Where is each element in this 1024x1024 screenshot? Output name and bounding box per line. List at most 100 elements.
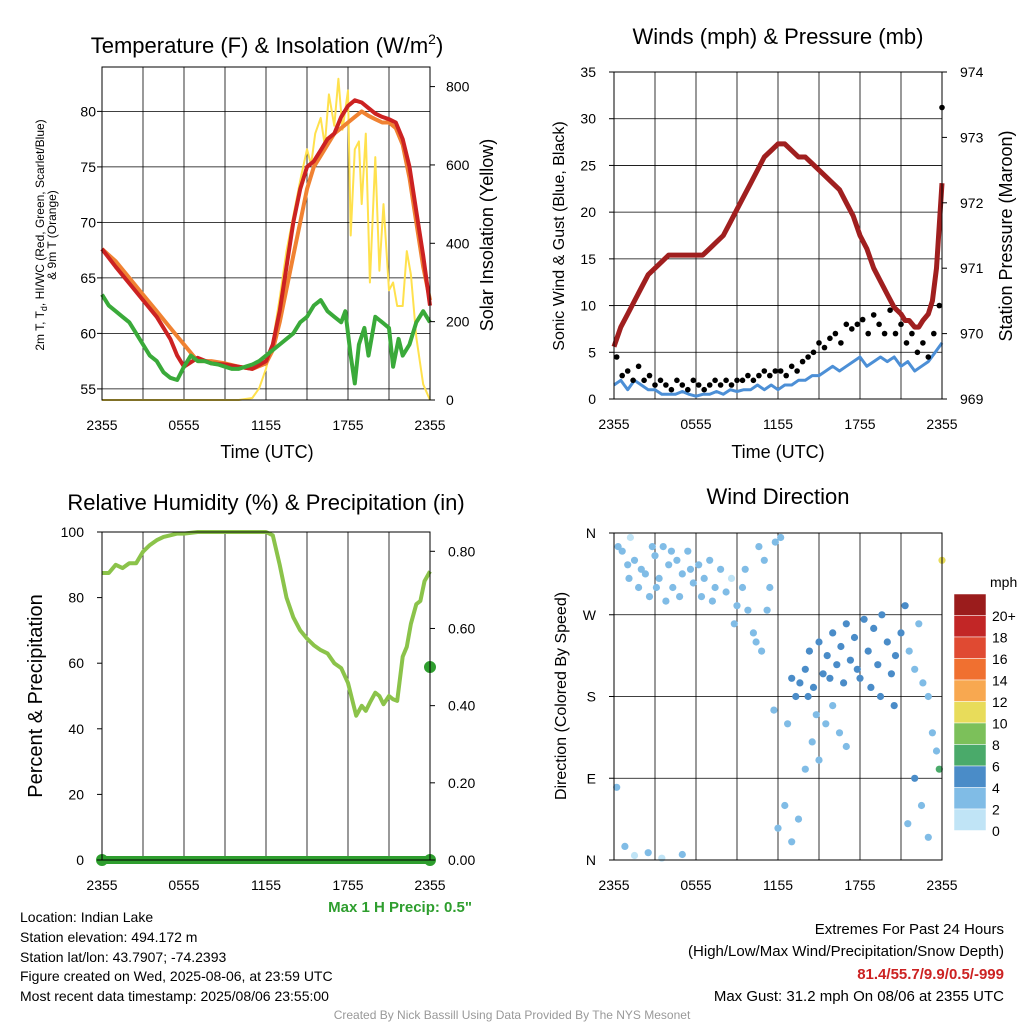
gust-point — [870, 312, 877, 318]
direction-point — [630, 851, 639, 860]
direction-point — [829, 629, 837, 637]
direction-point — [781, 801, 789, 810]
gust-point — [641, 377, 647, 384]
wind-xtick-label: 0555 — [680, 416, 711, 432]
extremes-title: Extremes For Past 24 Hours — [815, 921, 1004, 938]
direction-point — [651, 552, 659, 560]
wind-ytick-right-label: 970 — [960, 326, 984, 342]
credit-line: Created By Nick Bassill Using Data Provi… — [334, 1008, 691, 1022]
humidity-ticks: 0 20 40 60 80 100 0.00 0.20 0.40 0.60 0.80 2355 0555… — [61, 524, 476, 893]
gust-point — [734, 377, 740, 384]
direction-point — [842, 742, 850, 751]
direction-point — [706, 556, 714, 564]
wind-xtick-label: 1155 — [763, 416, 793, 432]
direction-point — [645, 593, 654, 601]
direction-point — [822, 720, 830, 728]
pressure-line — [611, 141, 945, 348]
rh-ytick-right-label: 0.40 — [448, 698, 475, 714]
extremes-block: Extremes For Past 24 Hours (High/Low/Max… — [688, 921, 1004, 1005]
legend-label: 12 — [992, 694, 1008, 710]
gust-point — [712, 377, 718, 384]
gust-point — [936, 302, 943, 309]
temp-xtick-label: 0555 — [168, 417, 199, 433]
gust-point — [652, 382, 658, 388]
legend-swatch — [953, 679, 987, 702]
direction-point — [763, 606, 771, 614]
direction-point — [614, 543, 622, 551]
temp-xtick-label: 2355 — [414, 417, 445, 433]
gust-point — [843, 321, 850, 328]
direction-point — [904, 820, 912, 828]
temperature-ylabel-left-1: 2m T, Td, HI/WC (Red, Green, Scarlet/Blu… — [33, 119, 49, 350]
direction-point — [794, 815, 803, 823]
direction-point — [738, 583, 747, 592]
legend-label: 4 — [992, 780, 1000, 796]
dir-xtick-label: 1155 — [763, 877, 793, 893]
wind-xtick-label: 1755 — [844, 416, 875, 432]
direction-point — [833, 661, 841, 669]
direction-point — [673, 556, 681, 564]
direction-point — [823, 652, 831, 660]
rh-xtick-label: 2355 — [86, 877, 117, 893]
direction-point — [652, 583, 661, 592]
dir-xtick-label: 1755 — [844, 877, 875, 893]
direction-point — [771, 538, 779, 546]
legend-swatch — [953, 765, 987, 788]
direction-point — [717, 565, 725, 573]
direction-point — [815, 638, 823, 646]
direction-point — [669, 583, 677, 592]
direction-point — [911, 665, 919, 673]
direction-point — [749, 629, 758, 637]
gust-point — [723, 377, 729, 384]
rh-xtick-label: 0555 — [168, 877, 199, 893]
rh-xtick-label: 1155 — [251, 877, 281, 893]
humidity-panel: Relative Humidity (%) & Precipitation (i… — [25, 490, 475, 916]
wind-xtick-label: 2355 — [926, 416, 957, 432]
gust-point — [920, 340, 926, 346]
rh-ytick-label: 40 — [68, 721, 84, 737]
direction-point — [876, 692, 885, 701]
gust-point — [701, 386, 707, 393]
wind-ytick-right-label: 971 — [960, 260, 984, 276]
direction-point — [809, 683, 818, 692]
direction-point — [744, 606, 752, 614]
direction-point — [689, 579, 697, 587]
direction-point — [637, 565, 645, 573]
rh-ytick-right-label: 0.00 — [448, 852, 475, 868]
direction-point — [635, 583, 643, 592]
direction-point — [667, 547, 676, 555]
direction-point — [853, 665, 861, 673]
gust-point — [767, 372, 773, 379]
gust-point — [788, 363, 795, 370]
direction-point — [812, 711, 820, 719]
direction-point — [777, 533, 785, 542]
direction-point — [644, 849, 652, 857]
wind-ytick-label: 5 — [588, 344, 596, 360]
dir-ytick-label: W — [583, 607, 597, 623]
temp-ytick-label: 70 — [80, 214, 96, 230]
gust-point — [695, 382, 702, 388]
direction-point — [784, 720, 792, 728]
dir-ytick-label: S — [587, 689, 596, 705]
temperature-ylabel-left-2: & 9m T (Orange) — [45, 190, 59, 280]
direction-point — [659, 543, 667, 551]
direction-point — [801, 765, 809, 773]
direction-point — [897, 629, 905, 637]
gust-point — [925, 354, 932, 360]
direction-point — [658, 854, 666, 862]
temp-series-line-1 — [100, 109, 432, 371]
direction-point — [618, 547, 626, 555]
legend-swatch — [953, 701, 987, 724]
direction-point — [648, 543, 656, 551]
temp-ytick-label: 75 — [80, 159, 96, 175]
direction-point — [842, 620, 850, 628]
direction-legend-title: mph — [990, 574, 1017, 590]
direction-point — [766, 583, 774, 592]
gust-point — [630, 377, 636, 384]
direction-point — [708, 597, 717, 605]
gust-point — [881, 330, 888, 337]
legend-label: 16 — [992, 651, 1008, 667]
direction-point — [755, 543, 763, 551]
